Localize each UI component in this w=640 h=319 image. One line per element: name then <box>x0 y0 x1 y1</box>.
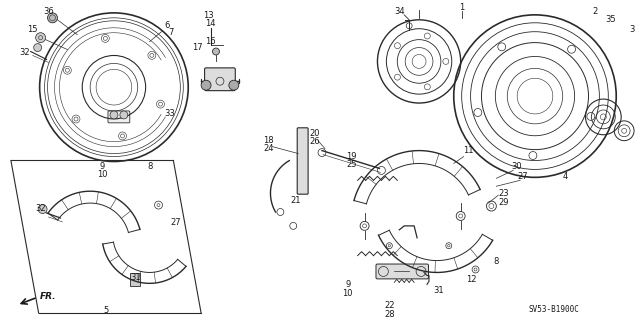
Text: 36: 36 <box>43 7 54 16</box>
Text: 32: 32 <box>19 48 30 57</box>
Text: FR.: FR. <box>40 292 56 301</box>
Text: 3: 3 <box>629 25 635 34</box>
Text: 29: 29 <box>498 197 509 207</box>
Circle shape <box>201 80 211 90</box>
Circle shape <box>120 111 128 119</box>
Circle shape <box>36 33 45 43</box>
Text: 32: 32 <box>35 204 46 212</box>
Text: 16: 16 <box>205 37 215 46</box>
Circle shape <box>212 48 220 55</box>
Text: 27: 27 <box>170 219 180 227</box>
Text: 17: 17 <box>192 43 202 52</box>
Text: 30: 30 <box>511 162 522 171</box>
Text: 8: 8 <box>147 162 152 171</box>
Text: 33: 33 <box>164 109 175 118</box>
Text: 13: 13 <box>203 11 213 20</box>
FancyBboxPatch shape <box>376 264 429 279</box>
FancyBboxPatch shape <box>297 128 308 194</box>
Text: 22: 22 <box>384 300 395 310</box>
Text: 31: 31 <box>131 273 141 282</box>
Text: 21: 21 <box>290 196 301 204</box>
Text: 27: 27 <box>518 172 529 181</box>
Text: 25: 25 <box>346 160 357 169</box>
Text: 6: 6 <box>164 21 170 30</box>
Text: 34: 34 <box>394 7 404 16</box>
Circle shape <box>110 111 118 119</box>
Text: 14: 14 <box>205 19 215 28</box>
Text: 11: 11 <box>463 146 474 155</box>
Text: 4: 4 <box>563 172 568 181</box>
Text: 10: 10 <box>342 289 353 298</box>
Circle shape <box>38 204 47 213</box>
FancyBboxPatch shape <box>130 273 140 286</box>
Text: 12: 12 <box>467 275 477 284</box>
FancyBboxPatch shape <box>108 111 130 123</box>
Text: 8: 8 <box>493 257 499 266</box>
Circle shape <box>34 44 42 51</box>
Text: 1: 1 <box>459 4 464 12</box>
Text: 23: 23 <box>498 189 509 198</box>
Circle shape <box>229 80 239 90</box>
Text: 28: 28 <box>384 309 395 319</box>
FancyBboxPatch shape <box>205 68 236 91</box>
Text: 10: 10 <box>97 170 108 179</box>
Text: 35: 35 <box>605 15 616 24</box>
Text: 2: 2 <box>593 7 598 16</box>
Circle shape <box>47 13 58 23</box>
Text: 15: 15 <box>28 25 38 34</box>
Text: 20: 20 <box>310 129 320 138</box>
Text: 5: 5 <box>104 306 109 315</box>
Text: 7: 7 <box>169 28 174 37</box>
Text: 26: 26 <box>310 137 321 146</box>
Text: 9: 9 <box>99 162 105 171</box>
Text: 18: 18 <box>263 136 274 145</box>
Text: 24: 24 <box>263 144 274 153</box>
Text: 31: 31 <box>433 286 444 295</box>
Text: 19: 19 <box>346 152 357 161</box>
Text: SV53-B1900C: SV53-B1900C <box>528 305 579 314</box>
Text: 9: 9 <box>345 280 350 289</box>
